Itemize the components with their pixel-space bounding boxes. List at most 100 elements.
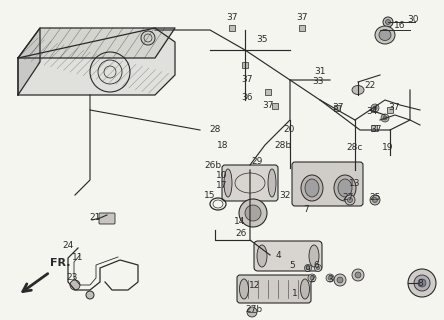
Circle shape xyxy=(414,275,430,291)
FancyBboxPatch shape xyxy=(237,275,311,303)
Ellipse shape xyxy=(301,279,309,299)
Ellipse shape xyxy=(268,169,276,197)
Text: 28: 28 xyxy=(209,125,221,134)
Text: 26: 26 xyxy=(235,228,247,237)
Circle shape xyxy=(239,199,267,227)
Text: 22: 22 xyxy=(365,81,376,90)
Text: 18: 18 xyxy=(217,140,229,149)
Circle shape xyxy=(328,276,332,280)
Ellipse shape xyxy=(309,245,319,267)
Text: 37: 37 xyxy=(226,12,238,21)
Text: 37: 37 xyxy=(262,100,274,109)
Text: 34: 34 xyxy=(366,108,378,116)
Ellipse shape xyxy=(257,245,267,267)
Ellipse shape xyxy=(352,85,364,94)
Ellipse shape xyxy=(305,179,319,197)
Circle shape xyxy=(310,276,314,280)
Text: 37: 37 xyxy=(241,76,253,84)
Circle shape xyxy=(373,197,377,203)
Text: 21: 21 xyxy=(89,213,101,222)
Polygon shape xyxy=(18,28,175,58)
Text: 30: 30 xyxy=(407,15,419,25)
Bar xyxy=(387,107,393,113)
Ellipse shape xyxy=(301,175,323,201)
Polygon shape xyxy=(18,28,40,95)
Text: 37: 37 xyxy=(332,103,344,113)
Text: 29: 29 xyxy=(251,157,263,166)
FancyBboxPatch shape xyxy=(292,162,363,206)
Circle shape xyxy=(352,269,364,281)
Text: 1: 1 xyxy=(292,289,298,298)
Circle shape xyxy=(306,266,310,270)
Text: FR.: FR. xyxy=(50,258,71,268)
Bar xyxy=(299,25,305,31)
Circle shape xyxy=(141,31,155,45)
Circle shape xyxy=(418,279,426,287)
Text: 28b: 28b xyxy=(274,140,292,149)
Ellipse shape xyxy=(338,179,352,197)
Circle shape xyxy=(247,307,257,317)
Polygon shape xyxy=(18,28,175,95)
Circle shape xyxy=(383,116,387,120)
Bar xyxy=(272,103,278,109)
Text: 15: 15 xyxy=(204,191,216,201)
Text: 10: 10 xyxy=(216,171,228,180)
Bar xyxy=(242,62,248,68)
Bar xyxy=(334,105,340,111)
Text: 31: 31 xyxy=(314,68,326,76)
Text: 17: 17 xyxy=(216,180,228,189)
Text: 26b: 26b xyxy=(204,161,222,170)
Ellipse shape xyxy=(224,169,232,197)
Text: 6: 6 xyxy=(313,260,319,269)
Circle shape xyxy=(334,274,346,286)
Circle shape xyxy=(355,272,361,278)
Text: 7: 7 xyxy=(303,205,309,214)
Circle shape xyxy=(408,269,436,297)
Text: 11: 11 xyxy=(72,253,84,262)
Text: 25: 25 xyxy=(369,194,381,203)
Circle shape xyxy=(305,265,312,271)
Text: 36: 36 xyxy=(241,93,253,102)
Text: 13: 13 xyxy=(349,179,361,188)
Text: 37: 37 xyxy=(296,12,308,21)
Circle shape xyxy=(308,274,316,282)
Text: 27b: 27b xyxy=(246,306,262,315)
Text: 12: 12 xyxy=(250,281,261,290)
Text: 3: 3 xyxy=(327,276,333,284)
Text: 20: 20 xyxy=(283,125,295,134)
FancyBboxPatch shape xyxy=(222,165,278,201)
Text: 27: 27 xyxy=(342,194,354,203)
Circle shape xyxy=(326,274,334,282)
Circle shape xyxy=(371,104,379,112)
Circle shape xyxy=(373,106,377,110)
Text: 9: 9 xyxy=(304,266,310,275)
Text: 37: 37 xyxy=(388,103,400,113)
FancyBboxPatch shape xyxy=(99,213,115,224)
Circle shape xyxy=(381,114,389,122)
Text: 24: 24 xyxy=(62,241,74,250)
Circle shape xyxy=(385,20,391,25)
Circle shape xyxy=(345,195,355,205)
Text: 35: 35 xyxy=(256,36,268,44)
Text: 37: 37 xyxy=(370,125,382,134)
Circle shape xyxy=(348,197,353,203)
Text: 4: 4 xyxy=(275,251,281,260)
Circle shape xyxy=(370,195,380,205)
FancyBboxPatch shape xyxy=(254,241,322,271)
Ellipse shape xyxy=(375,26,395,44)
Text: 19: 19 xyxy=(382,143,394,153)
Bar xyxy=(371,125,377,131)
Text: 2: 2 xyxy=(309,276,315,284)
Circle shape xyxy=(70,280,80,290)
Bar xyxy=(229,25,235,31)
Ellipse shape xyxy=(334,175,356,201)
Ellipse shape xyxy=(239,279,249,299)
Text: 8: 8 xyxy=(417,278,423,287)
Text: 14: 14 xyxy=(234,218,246,227)
Text: 32: 32 xyxy=(279,190,291,199)
Text: 16: 16 xyxy=(394,21,406,30)
Text: 33: 33 xyxy=(312,77,324,86)
Bar xyxy=(265,89,271,95)
Text: 23: 23 xyxy=(66,274,78,283)
Circle shape xyxy=(245,205,261,221)
